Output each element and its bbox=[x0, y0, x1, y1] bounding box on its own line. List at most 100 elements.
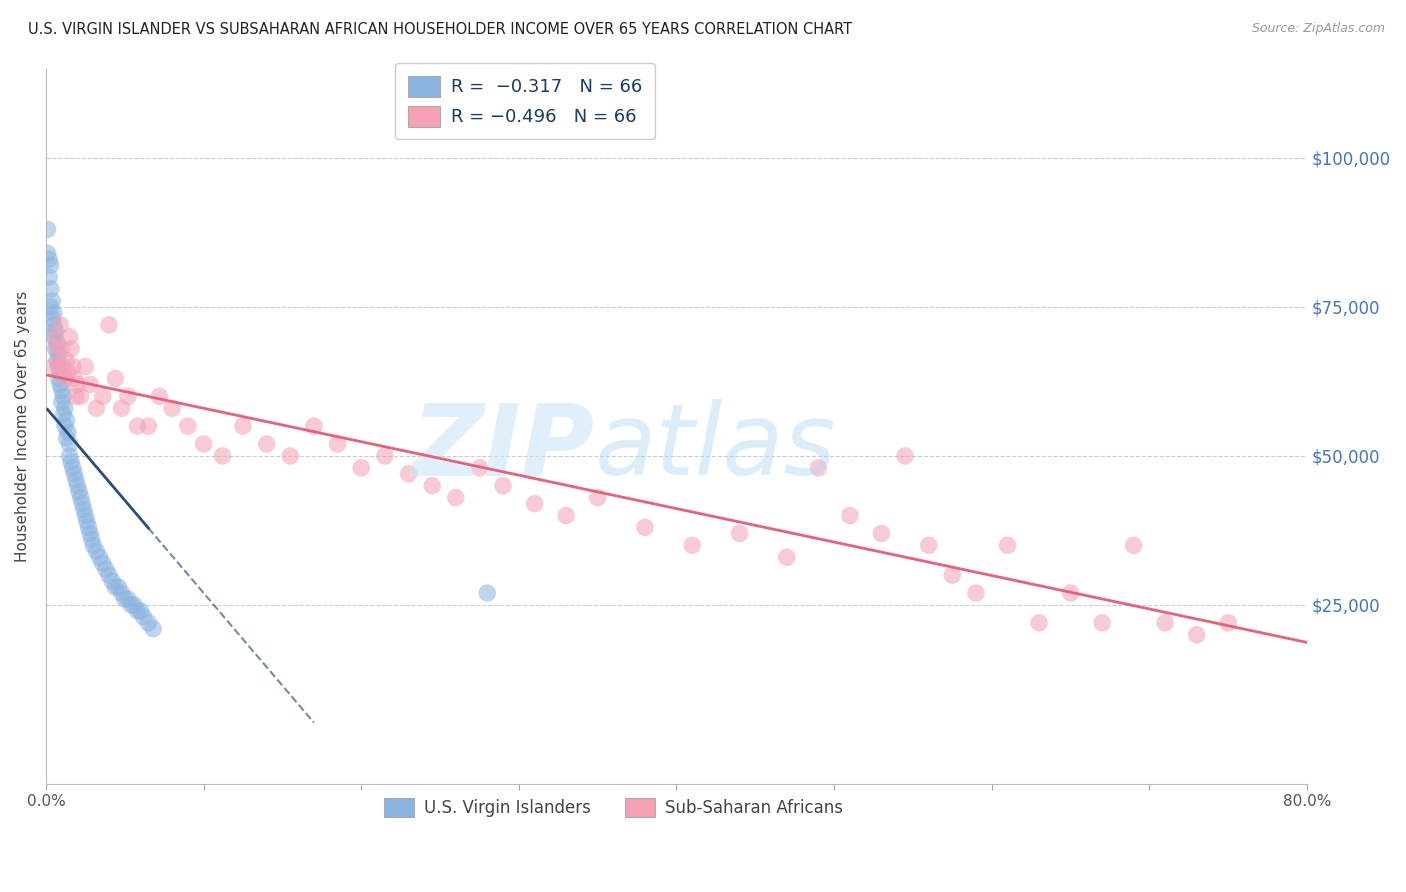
Point bbox=[75, 508, 97, 523]
Text: ZIP: ZIP bbox=[412, 399, 595, 496]
Point bbox=[555, 508, 578, 523]
Point bbox=[941, 568, 963, 582]
Point bbox=[63, 371, 86, 385]
Point bbox=[728, 526, 751, 541]
Point bbox=[51, 342, 73, 356]
Point bbox=[53, 419, 76, 434]
Point bbox=[52, 389, 75, 403]
Point bbox=[1059, 586, 1081, 600]
Point bbox=[1122, 538, 1144, 552]
Point bbox=[46, 335, 69, 350]
Point bbox=[326, 437, 349, 451]
Point bbox=[76, 515, 98, 529]
Point bbox=[51, 384, 73, 398]
Point bbox=[63, 467, 86, 481]
Point bbox=[66, 479, 89, 493]
Point bbox=[302, 419, 325, 434]
Text: atlas: atlas bbox=[595, 399, 837, 496]
Point bbox=[870, 526, 893, 541]
Point bbox=[59, 437, 82, 451]
Point bbox=[91, 389, 114, 403]
Point bbox=[98, 568, 121, 582]
Point bbox=[114, 591, 136, 606]
Text: U.S. VIRGIN ISLANDER VS SUBSAHARAN AFRICAN HOUSEHOLDER INCOME OVER 65 YEARS CORR: U.S. VIRGIN ISLANDER VS SUBSAHARAN AFRIC… bbox=[28, 22, 852, 37]
Point bbox=[52, 359, 75, 374]
Point bbox=[55, 431, 77, 445]
Point bbox=[39, 282, 62, 296]
Point bbox=[86, 401, 108, 416]
Point bbox=[48, 359, 70, 374]
Point bbox=[65, 473, 87, 487]
Point bbox=[91, 556, 114, 570]
Point bbox=[67, 484, 90, 499]
Point bbox=[1154, 615, 1177, 630]
Point bbox=[51, 395, 73, 409]
Point bbox=[807, 460, 830, 475]
Point bbox=[44, 329, 66, 343]
Point bbox=[117, 389, 139, 403]
Point bbox=[53, 371, 76, 385]
Point bbox=[350, 460, 373, 475]
Point bbox=[127, 419, 149, 434]
Point bbox=[62, 359, 84, 374]
Point bbox=[120, 598, 142, 612]
Point bbox=[79, 377, 101, 392]
Point bbox=[997, 538, 1019, 552]
Point bbox=[42, 359, 65, 374]
Point bbox=[398, 467, 420, 481]
Point bbox=[107, 580, 129, 594]
Point bbox=[77, 520, 100, 534]
Point bbox=[53, 401, 76, 416]
Point bbox=[1218, 615, 1240, 630]
Point bbox=[132, 610, 155, 624]
Point bbox=[138, 419, 160, 434]
Point bbox=[86, 544, 108, 558]
Text: Source: ZipAtlas.com: Source: ZipAtlas.com bbox=[1251, 22, 1385, 36]
Point bbox=[55, 353, 77, 368]
Point bbox=[681, 538, 703, 552]
Point bbox=[1028, 615, 1050, 630]
Point bbox=[104, 580, 127, 594]
Point bbox=[444, 491, 467, 505]
Point bbox=[38, 270, 60, 285]
Point bbox=[117, 591, 139, 606]
Point bbox=[111, 401, 134, 416]
Point bbox=[492, 479, 515, 493]
Point bbox=[256, 437, 278, 451]
Point bbox=[148, 389, 170, 403]
Point bbox=[278, 449, 301, 463]
Point bbox=[39, 300, 62, 314]
Point bbox=[420, 479, 443, 493]
Point bbox=[69, 389, 91, 403]
Point bbox=[965, 586, 987, 600]
Point bbox=[49, 318, 72, 332]
Point bbox=[142, 622, 165, 636]
Point bbox=[838, 508, 860, 523]
Y-axis label: Householder Income Over 65 years: Householder Income Over 65 years bbox=[15, 291, 30, 562]
Point bbox=[468, 460, 491, 475]
Point bbox=[37, 246, 59, 260]
Point bbox=[477, 586, 499, 600]
Point bbox=[69, 491, 91, 505]
Point bbox=[41, 311, 63, 326]
Point bbox=[918, 538, 941, 552]
Point bbox=[59, 449, 82, 463]
Point bbox=[41, 293, 63, 308]
Point bbox=[44, 342, 66, 356]
Point bbox=[37, 222, 59, 236]
Point bbox=[44, 324, 66, 338]
Point bbox=[101, 574, 124, 588]
Point bbox=[634, 520, 657, 534]
Point bbox=[1091, 615, 1114, 630]
Point bbox=[122, 598, 145, 612]
Point bbox=[46, 353, 69, 368]
Point bbox=[60, 455, 83, 469]
Point bbox=[49, 366, 72, 380]
Point bbox=[48, 359, 70, 374]
Legend: U.S. Virgin Islanders, Sub-Saharan Africans: U.S. Virgin Islanders, Sub-Saharan Afric… bbox=[375, 789, 851, 825]
Point bbox=[138, 615, 160, 630]
Point bbox=[60, 342, 83, 356]
Point bbox=[66, 377, 89, 392]
Point bbox=[94, 562, 117, 576]
Point bbox=[39, 258, 62, 272]
